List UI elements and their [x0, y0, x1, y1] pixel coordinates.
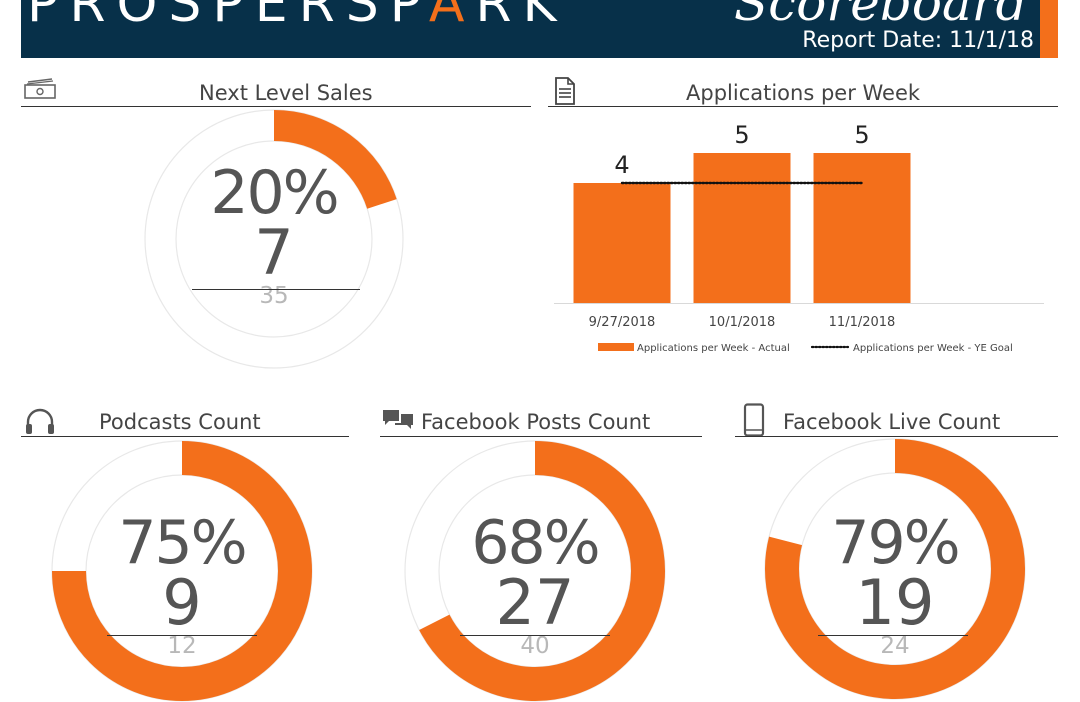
target-label: 40 [520, 633, 550, 659]
value-label: 19 [855, 566, 935, 639]
legend-swatch-actual [598, 343, 634, 351]
title-rule [21, 106, 531, 107]
header-banner: PROSPERSPARK Scoreboard Report Date: 11/… [21, 0, 1058, 58]
panel-title-facebook-posts: Facebook Posts Count [421, 410, 651, 434]
phone-icon [743, 403, 765, 437]
page-subtitle: Scoreboard [734, 0, 1028, 32]
donut-divider [818, 635, 968, 636]
bar-9/27/2018 [573, 183, 671, 303]
percent-label: 75% [118, 508, 247, 578]
document-icon [555, 77, 575, 105]
panel-title-podcasts: Podcasts Count [99, 410, 261, 434]
donut-next-level-sales [144, 109, 404, 369]
target-label: 12 [167, 633, 197, 659]
panel-title-next-level-sales: Next Level Sales [199, 81, 373, 105]
donut-progress-arc [765, 439, 1025, 699]
data-label: 5 [734, 121, 749, 149]
x-tick-label: 10/1/2018 [709, 315, 776, 330]
x-tick-label: 11/1/2018 [829, 315, 896, 330]
legend-label-goal: Applications per Week - YE Goal [853, 343, 1013, 354]
percent-label: 68% [471, 508, 600, 578]
logo: PROSPERSPARK [27, 0, 568, 34]
value-label: 7 [254, 216, 294, 289]
title-rule [735, 436, 1058, 437]
donut-labels-next-level-sales: 20% 7 35 [174, 163, 374, 309]
donut-divider [107, 635, 257, 636]
report-date: Report Date: 11/1/18 [802, 28, 1034, 53]
value-label: 27 [495, 566, 575, 639]
header-accent [1040, 0, 1058, 58]
donut-labels-facebook-live: 79% 19 24 [795, 513, 995, 659]
target-label: 24 [880, 633, 910, 659]
data-label: 4 [614, 151, 629, 179]
donut-labels-facebook-posts: 68% 27 40 [435, 513, 635, 659]
title-rule [548, 106, 1058, 107]
percent-label: 79% [831, 508, 960, 578]
donut-divider [192, 289, 360, 290]
donut-divider [460, 635, 610, 636]
title-rule [21, 436, 349, 437]
data-label: 5 [854, 121, 869, 149]
money-icon [24, 78, 56, 99]
applications-bar-chart: 4 9/27/2018 5 10/1/2018 5 11/1/2018 Applicatio… [554, 121, 1044, 354]
bar-11/1/2018 [813, 153, 911, 303]
donut-labels-podcasts: 75% 9 12 [82, 513, 282, 659]
headphones-icon [26, 408, 54, 434]
x-tick-label: 9/27/2018 [589, 315, 656, 330]
bar-10/1/2018 [693, 153, 791, 303]
donut-progress-arc [273, 110, 397, 210]
flame-icon: A [428, 0, 476, 34]
donut-progress-arc [419, 441, 665, 701]
title-rule [380, 436, 702, 437]
target-label: 35 [259, 283, 289, 309]
donut-progress-arc [52, 441, 312, 701]
chart-title: Applications per Week [686, 81, 921, 105]
legend-label-actual: Applications per Week - Actual [637, 343, 790, 354]
chat-bubbles-icon [383, 410, 413, 429]
percent-label: 20% [210, 158, 339, 228]
panel-title-facebook-live: Facebook Live Count [783, 410, 1001, 434]
value-label: 9 [162, 566, 202, 639]
